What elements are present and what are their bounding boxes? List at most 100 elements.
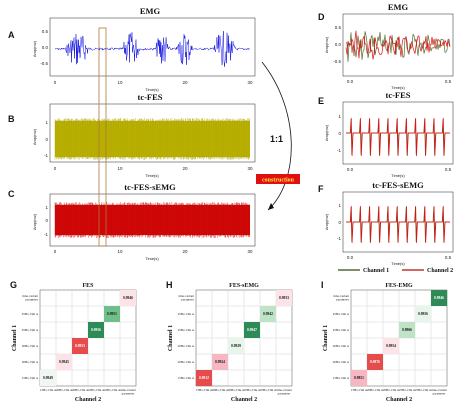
panel-e-title: tc-FES (385, 90, 410, 100)
panel-c: C tc-FES-sEMG Amp(mv) 1 0 -1 0 10 20 30 … (8, 182, 256, 261)
construction-badge (256, 174, 300, 184)
matrix-row-label: 25Hz,13m A (22, 328, 39, 333)
panel-f: F tc-FES-sEMG Amp(mv) 1 0 -1 0.0 0.5 Tim… (318, 180, 454, 266)
matrix-cell (244, 322, 260, 338)
matrix-g-ylabel: Channel 1 (12, 325, 18, 351)
matrix-cell-value: 0.9924 (215, 360, 225, 364)
panel-a-ytick: 0.0 (42, 45, 49, 50)
panel-c-xtick: 0 (54, 249, 57, 254)
matrix-cell-value: 0.9945 (59, 360, 69, 364)
matrix-col-label: 25Hz,13m A (399, 388, 416, 393)
matrix-row-label: 15Hz,13m A (22, 376, 39, 381)
matrix-panel-i: I FES-EMG 0.9851 0.9876 0.9954 0.9966 0.9956 0.… (321, 280, 448, 403)
panel-e: E tc-FES Amp(mv) 1 0 -1 0.0 0.5 Time(s) (318, 90, 454, 178)
matrix-cell (228, 338, 244, 354)
panel-f-xtick: 0.5 (445, 255, 452, 260)
panel-a: A EMG Amp(mv) 0.5 0.0 -0.5 0 10 20 30 Ti… (8, 6, 256, 92)
matrix-cell-value: 0.9942 (263, 312, 273, 316)
matrix-cell (260, 306, 276, 322)
matrix-panels: G FES 0.9949 0.9945 0.9953 0.9956 0.9951 0.9946… (10, 280, 448, 403)
panel-a-xtick: 0 (54, 80, 57, 85)
matrix-g-xlabel: Channel 2 (75, 397, 101, 403)
emg-channel-2 (345, 30, 451, 60)
matrix-cell-value: 0.9949 (43, 376, 53, 380)
matrix-cell-value: 0.9954 (386, 344, 396, 348)
matrix-col-label: 25Hz,13m A (260, 388, 277, 393)
matrix-col-label: 15Hz,13m A (196, 388, 213, 393)
matrix-row-label: 25Hz,13m A (178, 312, 195, 317)
panel-a-letter: A (8, 30, 15, 40)
emg-trace (54, 31, 251, 67)
panel-f-ytick: 0 (338, 220, 341, 225)
panel-e-letter: E (318, 96, 324, 106)
panel-b-letter: B (8, 114, 15, 124)
matrix-i-title: FES-EMG (385, 283, 413, 289)
matrix-cell (40, 370, 56, 386)
ratio-label: 1:1 (270, 134, 283, 144)
panel-b-ytick: 1 (45, 120, 48, 125)
panel-f-xtick: 0.0 (347, 255, 354, 260)
matrix-row-label: 25Hz,13m A (333, 328, 350, 333)
tc-fes-spikes (54, 118, 250, 160)
panel-d-ytick: -0.5 (333, 59, 341, 64)
matrix-col-label: 25Hz,13m A (415, 388, 432, 393)
matrix-cell-value: 0.9951 (107, 312, 117, 316)
matrix-h-xlabel: Channel 2 (231, 397, 257, 403)
matrix-row-label: time-variant parameter (178, 294, 195, 302)
panel-a-xtick: 30 (247, 80, 253, 85)
matrix-col-label: time-variant parameter (120, 388, 136, 396)
panel-c-ytick: -1 (44, 232, 48, 237)
matrix-g-title: FES (82, 283, 94, 289)
matrix-g-letter: G (10, 280, 17, 290)
matrix-cell-value: 0.9947 (247, 328, 257, 332)
matrix-cell-value: 0.9933 (279, 296, 289, 300)
matrix-cell-value: 0.9929 (231, 344, 241, 348)
matrix-cell-value: 0.9956 (418, 312, 428, 316)
panel-b-xtick: 0 (54, 166, 57, 171)
matrix-row-label: 20Hz,13m A (22, 360, 39, 365)
matrix-cell-value: 0.9876 (370, 360, 380, 364)
panel-e-xtick: 0.5 (445, 167, 452, 172)
matrix-cell (431, 290, 447, 306)
panel-c-ytick: 1 (45, 205, 48, 210)
panel-d-title: EMG (388, 2, 409, 12)
panel-a-ytick: -0.5 (40, 61, 48, 66)
panel-b-ytick: -1 (44, 153, 48, 158)
panel-f-title: tc-FES-sEMG (372, 180, 424, 190)
panel-f-ylabel: Amp(mv) (324, 213, 329, 230)
matrix-i-ylabel: Channel 1 (323, 325, 329, 351)
panel-e-frame (342, 101, 454, 165)
panel-a-xlabel: Time(s) (145, 87, 159, 92)
matrix-col-label: 20Hz,13m A (367, 388, 384, 393)
matrix-cell (72, 338, 88, 354)
panel-b-xtick: 10 (117, 166, 123, 171)
matrix-cell (56, 354, 72, 370)
panel-d: D EMG Amp(mv) 0.5 0.0 -0.5 0.0 0.5 Time(… (318, 2, 454, 90)
matrix-cell-value: 0.9966 (402, 328, 412, 332)
panel-c-xtick: 20 (182, 249, 188, 254)
panel-b-title: tc-FES (137, 92, 162, 102)
matrix-col-label: time-variant parameter (276, 388, 292, 396)
matrix-cell (276, 290, 292, 306)
panel-b-xtick: 30 (247, 166, 253, 171)
panel-f-ytick: 1 (338, 203, 341, 208)
matrix-cell (196, 370, 212, 386)
panel-a-ytick: 0.5 (42, 29, 49, 34)
matrix-row-label: 20Hz,13m A (22, 344, 39, 349)
matrix-col-label: 25Hz,13m A (104, 388, 121, 393)
tc-fes-channel-2 (346, 117, 450, 157)
matrix-cell (104, 306, 120, 322)
matrix-row-label: time-variant parameter (333, 294, 350, 302)
panel-b-frame (49, 103, 256, 163)
panel-c-ytick: 0 (45, 218, 48, 223)
matrix-cell-value: 0.9912 (199, 376, 209, 380)
matrix-row-label: 15Hz,13m A (333, 376, 350, 381)
matrix-cell (120, 290, 136, 306)
arrow-head-icon (268, 203, 274, 210)
panel-f-letter: F (318, 184, 324, 194)
panel-e-ytick: 1 (338, 114, 341, 119)
panel-f-xlabel: Time(s) (391, 261, 405, 266)
panel-e-ytick: 0 (338, 131, 341, 136)
panel-b-xlabel: Time(s) (145, 173, 159, 178)
panel-c-xtick: 30 (247, 249, 253, 254)
